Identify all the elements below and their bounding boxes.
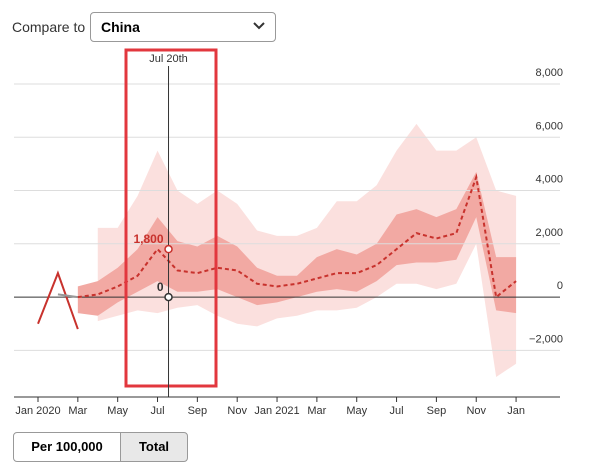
- y-tick-label: 6,000: [535, 120, 563, 132]
- x-tick-label: Jan 2020: [15, 405, 60, 417]
- y-tick-label: 0: [557, 280, 563, 292]
- x-tick-label: Jul: [150, 405, 164, 417]
- marker-label: Jul 20th: [149, 53, 188, 65]
- chevron: [253, 22, 265, 30]
- x-tick-label: Sep: [188, 405, 208, 417]
- x-tick-label: Mar: [307, 405, 326, 417]
- x-tick-label: Mar: [68, 405, 87, 417]
- marker-value: 1,800: [133, 232, 163, 246]
- x-tick-label: Sep: [427, 405, 447, 417]
- highlight-box: [124, 48, 218, 388]
- total-button[interactable]: Total: [120, 432, 188, 462]
- x-tick-label: May: [107, 405, 128, 417]
- band: [97, 123, 517, 378]
- series-line: [57, 293, 78, 299]
- x-tick-label: Jan: [507, 405, 525, 417]
- marker-point: [164, 244, 173, 254]
- marker-value: 0: [157, 280, 164, 294]
- marker-point: [164, 292, 173, 302]
- compare-dropdown[interactable]: China: [90, 12, 276, 42]
- y-tick-label: 4,000: [535, 174, 563, 186]
- chart: −2,000 0 2,000 4,000 6,000 8,000 Jan 2020 Mar Ma…: [14, 48, 563, 417]
- y-tick-label: −2,000: [529, 333, 563, 345]
- series-line: [37, 270, 79, 330]
- compare-label: Compare to: [12, 19, 86, 35]
- x-tick-label: Nov: [227, 405, 247, 417]
- series-line: [77, 173, 517, 299]
- band: [77, 171, 517, 316]
- x-tick-label: Nov: [466, 405, 486, 417]
- per-capita-button[interactable]: Per 100,000: [13, 432, 121, 462]
- y-tick-label: 8,000: [535, 67, 563, 79]
- x-tick-label: May: [346, 405, 367, 417]
- x-tick-label: Jul: [390, 405, 404, 417]
- y-tick-label: 2,000: [535, 227, 563, 239]
- x-tick-label: Jan 2021: [254, 405, 299, 417]
- dropdown-value: China: [101, 19, 140, 35]
